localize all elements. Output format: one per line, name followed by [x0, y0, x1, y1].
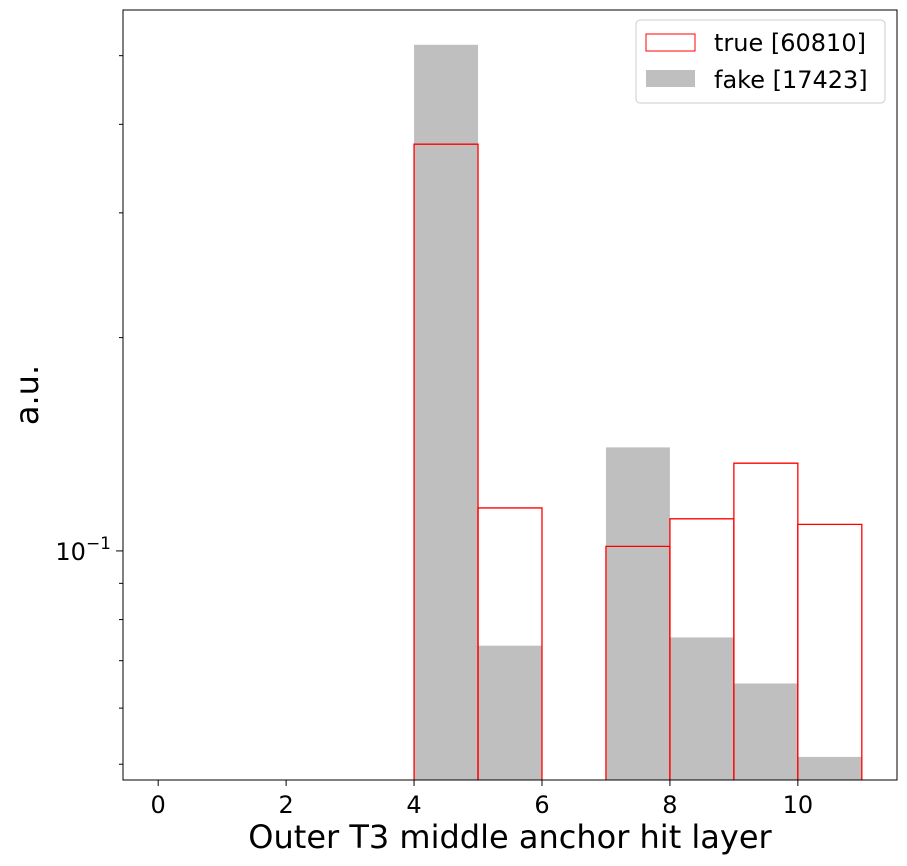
x-tick-label: 0: [151, 791, 166, 819]
legend-fake-swatch: [646, 70, 695, 87]
y-axis-ticks: 10−1: [55, 55, 123, 765]
legend-box: [635, 19, 886, 104]
legend-true-swatch: [645, 33, 696, 52]
fake-bar: [669, 637, 734, 780]
x-tick-label: 2: [278, 791, 293, 819]
fake-bars-layer: [414, 44, 862, 780]
legend-fake-label: fake [17423]: [714, 66, 868, 94]
fake-bar: [733, 683, 798, 780]
legend: true [60810] fake [17423]: [635, 19, 886, 104]
x-tick-label: 10: [783, 791, 814, 819]
true-steps-layer: [413, 143, 863, 780]
true-step: [797, 523, 863, 780]
fake-bar: [797, 756, 862, 780]
x-axis-label: Outer T3 middle anchor hit layer: [248, 818, 772, 856]
y-axis-label: a.u.: [8, 365, 46, 425]
fake-bar: [414, 44, 479, 780]
x-tick-label: 6: [534, 791, 549, 819]
x-tick-label: 8: [662, 791, 677, 819]
y-tick-label: 10−1: [55, 534, 111, 566]
true-step: [413, 143, 479, 780]
x-axis-ticks: 0 2 4 6 8 10: [151, 780, 814, 819]
fake-bar: [605, 447, 670, 780]
fake-bar: [478, 645, 542, 780]
true-step: [477, 507, 543, 780]
plot-frame: [122, 9, 898, 781]
x-tick-label: 4: [406, 791, 421, 819]
legend-true-label: true [60810]: [714, 29, 866, 57]
